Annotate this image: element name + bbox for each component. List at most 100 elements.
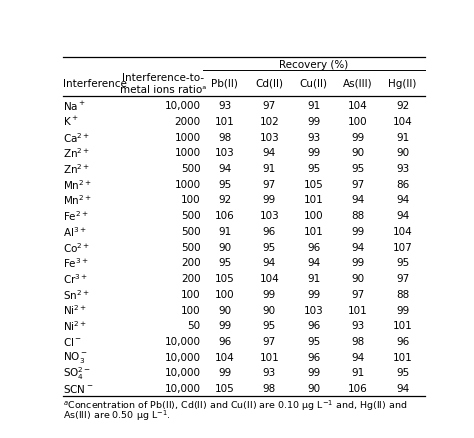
Text: 92: 92 [218,195,231,205]
Text: 500: 500 [181,164,201,173]
Text: 99: 99 [307,289,320,299]
Text: Zn$^{2+}$: Zn$^{2+}$ [63,146,90,160]
Text: 99: 99 [307,367,320,378]
Text: 94: 94 [396,211,409,221]
Text: Recovery (%): Recovery (%) [279,60,348,69]
Text: 96: 96 [263,226,276,237]
Text: 103: 103 [215,148,235,158]
Text: 97: 97 [263,101,276,111]
Text: Ca$^{2+}$: Ca$^{2+}$ [63,131,90,144]
Text: 93: 93 [218,101,231,111]
Text: 97: 97 [263,336,276,346]
Text: 96: 96 [396,336,409,346]
Text: 86: 86 [396,179,409,189]
Text: 500: 500 [181,226,201,237]
Text: 94: 94 [307,258,320,268]
Text: 95: 95 [396,258,409,268]
Text: 99: 99 [351,258,365,268]
Text: 94: 94 [396,383,409,393]
Text: Cu(II): Cu(II) [300,79,328,89]
Text: 91: 91 [263,164,276,173]
Text: Ni$^{2+}$: Ni$^{2+}$ [63,318,87,332]
Text: 10,000: 10,000 [164,101,201,111]
Text: 94: 94 [351,195,365,205]
Text: 100: 100 [181,289,201,299]
Text: 104: 104 [215,352,235,362]
Text: 95: 95 [351,164,365,173]
Text: 2000: 2000 [174,117,201,127]
Text: Mn$^{2+}$: Mn$^{2+}$ [63,177,92,191]
Text: Sn$^{2+}$: Sn$^{2+}$ [63,287,90,301]
Text: Co$^{2+}$: Co$^{2+}$ [63,240,90,254]
Text: Na$^+$: Na$^+$ [63,99,86,113]
Text: 105: 105 [304,179,324,189]
Text: 90: 90 [352,148,365,158]
Text: 94: 94 [351,352,365,362]
Text: 95: 95 [307,336,320,346]
Text: 105: 105 [215,273,235,283]
Text: 100: 100 [181,305,201,315]
Text: 90: 90 [307,383,320,393]
Text: 99: 99 [307,117,320,127]
Text: 101: 101 [348,305,368,315]
Text: NO$_3^-$: NO$_3^-$ [63,350,88,364]
Text: 95: 95 [396,367,409,378]
Text: 101: 101 [392,321,412,331]
Text: 200: 200 [181,273,201,283]
Text: 103: 103 [304,305,324,315]
Text: 107: 107 [392,242,412,252]
Text: 500: 500 [181,242,201,252]
Text: Mn$^{2+}$: Mn$^{2+}$ [63,193,92,207]
Text: 98: 98 [218,132,231,142]
Text: 96: 96 [307,352,320,362]
Text: 94: 94 [396,195,409,205]
Text: 91: 91 [218,226,231,237]
Text: 93: 93 [263,367,276,378]
Text: 99: 99 [351,226,365,237]
Text: Ni$^{2+}$: Ni$^{2+}$ [63,303,87,317]
Text: 96: 96 [307,242,320,252]
Text: 104: 104 [348,101,368,111]
Text: 99: 99 [263,289,276,299]
Text: 90: 90 [352,273,365,283]
Text: Interference: Interference [63,79,127,89]
Text: 10,000: 10,000 [164,383,201,393]
Text: 98: 98 [263,383,276,393]
Text: Fe$^{3+}$: Fe$^{3+}$ [63,256,89,270]
Text: As(III): As(III) [343,79,373,89]
Text: 101: 101 [215,117,235,127]
Text: 104: 104 [259,273,279,283]
Text: 200: 200 [181,258,201,268]
Text: 95: 95 [218,179,231,189]
Text: 94: 94 [263,148,276,158]
Text: 103: 103 [259,211,279,221]
Text: 1000: 1000 [174,179,201,189]
Text: 102: 102 [259,117,279,127]
Text: Cd(II): Cd(II) [255,79,283,89]
Text: 91: 91 [307,101,320,111]
Text: 90: 90 [396,148,409,158]
Text: 99: 99 [351,132,365,142]
Text: 106: 106 [348,383,368,393]
Text: Cr$^{3+}$: Cr$^{3+}$ [63,272,88,285]
Text: 104: 104 [392,117,412,127]
Text: 97: 97 [396,273,409,283]
Text: 99: 99 [218,321,231,331]
Text: 95: 95 [218,258,231,268]
Text: 90: 90 [218,305,231,315]
Text: 1000: 1000 [174,132,201,142]
Text: K$^+$: K$^+$ [63,115,79,128]
Text: Interference-to-
metal ions ratioᵃ: Interference-to- metal ions ratioᵃ [120,73,206,95]
Text: 96: 96 [218,336,231,346]
Text: SCN$^-$: SCN$^-$ [63,382,93,394]
Text: 98: 98 [351,336,365,346]
Text: Hg(II): Hg(II) [388,79,417,89]
Text: Cl$^-$: Cl$^-$ [63,335,82,347]
Text: 97: 97 [351,289,365,299]
Text: Pb(II): Pb(II) [211,79,238,89]
Text: 94: 94 [218,164,231,173]
Text: 97: 97 [351,179,365,189]
Text: 100: 100 [348,117,368,127]
Text: 103: 103 [259,132,279,142]
Text: 101: 101 [259,352,279,362]
